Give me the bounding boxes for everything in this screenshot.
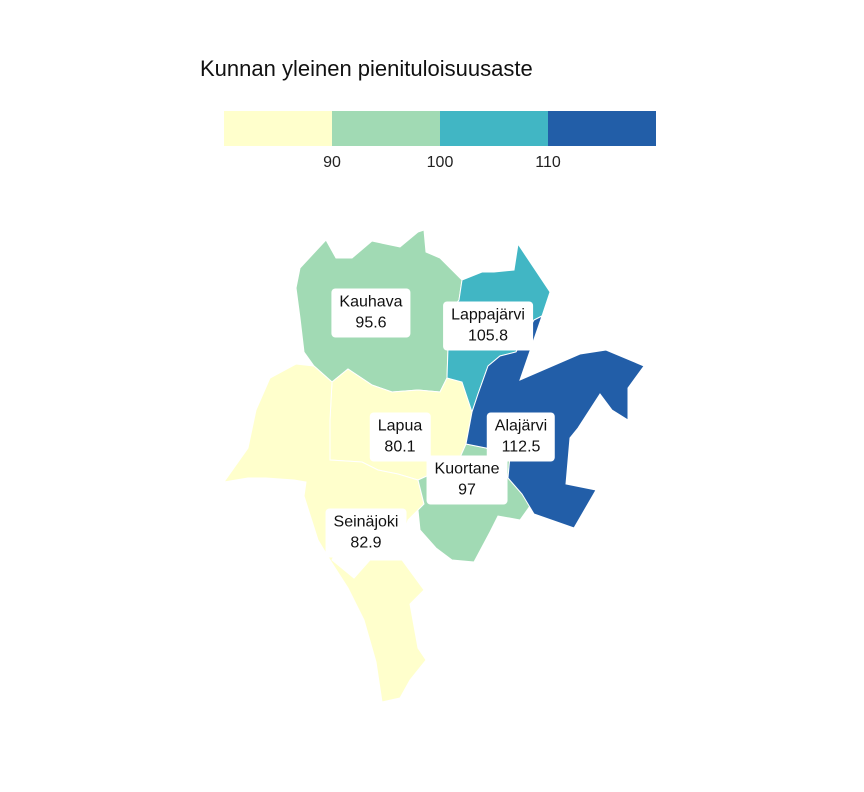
- municipality-value: 112.5: [501, 438, 541, 456]
- label-lappajarvi: Lappajärvi 105.8: [443, 301, 533, 351]
- municipality-name: Lappajärvi: [451, 306, 525, 324]
- municipality-value: 97: [458, 481, 476, 499]
- legend-swatch-3: [440, 111, 548, 146]
- municipality-value: 80.1: [384, 438, 416, 456]
- legend-swatch-2: [332, 111, 440, 146]
- legend-swatch-1: [224, 111, 332, 146]
- legend-tick-110: 110: [535, 154, 561, 171]
- municipality-value: 105.8: [467, 327, 509, 345]
- label-seinajoki: Seinäjoki 82.9: [325, 508, 407, 558]
- label-kauhava: Kauhava 95.6: [331, 288, 411, 338]
- municipality-name: Kauhava: [339, 293, 403, 311]
- municipality-name: Seinäjoki: [333, 513, 399, 531]
- municipality-name: Kuortane: [434, 460, 500, 478]
- municipality-value: 82.9: [350, 534, 382, 552]
- legend-color-bar: [224, 111, 656, 146]
- municipality-name: Alajärvi: [494, 417, 548, 435]
- label-kuortane: Kuortane 97: [426, 455, 508, 505]
- label-lapua: Lapua 80.1: [369, 412, 431, 462]
- label-alajarvi: Alajärvi 112.5: [486, 412, 556, 462]
- municipality-value: 95.6: [355, 314, 387, 332]
- legend-swatch-4: [548, 111, 656, 146]
- municipality-name: Lapua: [377, 417, 423, 435]
- legend-title: Kunnan yleinen pienituloisuusaste: [200, 56, 533, 81]
- legend-tick-100: 100: [426, 154, 454, 171]
- legend-tick-90: 90: [323, 154, 341, 171]
